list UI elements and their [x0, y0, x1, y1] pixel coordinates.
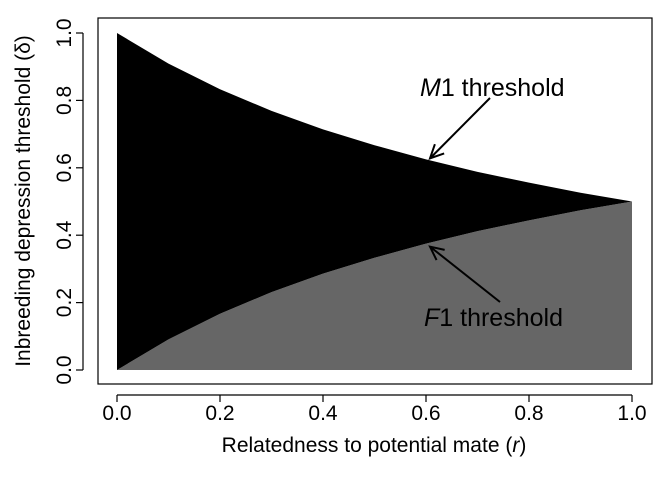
series-f1-area: [117, 201, 632, 370]
plot-fills: [117, 33, 632, 370]
annotation-label: F1 threshold: [424, 304, 563, 332]
axes: 0.0 0.2 0.4 0.6 0.8 1.0 0.0 0.2 0.4 0.6 0.8 1.0: [53, 18, 647, 425]
x-axis-title: Relatedness to potential mate (r): [222, 434, 527, 457]
annotation-arrow: [429, 245, 501, 303]
arrow-head-icon: [428, 245, 445, 261]
y-tick-label: 0.0: [53, 355, 76, 384]
plot-frame: [97, 17, 653, 385]
x-tick-label: 0.0: [102, 402, 131, 425]
x-tick-label: 0.6: [411, 402, 440, 425]
y-tick-label: 0.4: [53, 220, 76, 250]
x-tick-label: 0.2: [205, 402, 234, 425]
x-tick-label: 0.4: [308, 402, 338, 425]
y-tick-label: 0.2: [53, 288, 76, 317]
annotations: M1 threshold F1 threshold: [420, 74, 565, 332]
series-m1-area: [117, 33, 632, 370]
x-tick-label: 1.0: [617, 402, 646, 425]
y-tick-label: 1.0: [53, 18, 76, 47]
arrow-head-icon: [428, 143, 445, 161]
annotation-label: M1 threshold: [420, 74, 565, 102]
y-tick-label: 0.6: [53, 153, 76, 182]
y-tick-label: 0.8: [53, 86, 76, 115]
annotation-arrow: [429, 97, 491, 160]
x-tick-label: 0.8: [514, 402, 543, 425]
y-axis-title: Inbreeding depression threshold (δ): [12, 35, 35, 367]
